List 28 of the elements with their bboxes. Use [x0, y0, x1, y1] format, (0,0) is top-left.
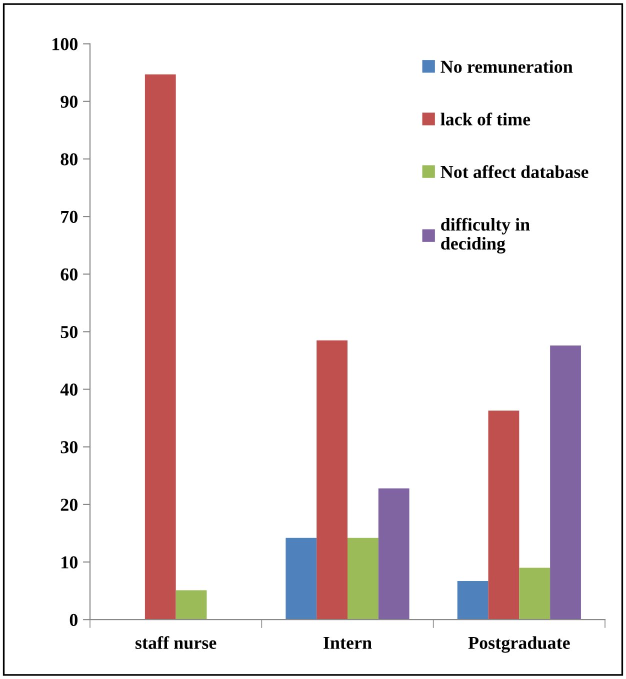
bar	[378, 488, 410, 620]
bar	[488, 410, 520, 620]
y-tick-label: 60	[60, 268, 78, 281]
bar	[348, 538, 378, 620]
y-tick-label: 30	[60, 441, 78, 454]
bar	[457, 581, 488, 620]
legend-label: Not affect database	[440, 165, 588, 178]
bar	[176, 590, 207, 620]
y-tick-label: 90	[60, 96, 78, 108]
y-tick-label: 50	[60, 326, 78, 338]
y-tick-label: 20	[60, 498, 78, 511]
legend-label: difficulty in deciding	[441, 218, 530, 254]
y-tick-label: 10	[62, 556, 78, 568]
bar	[144, 74, 176, 620]
bar	[550, 346, 581, 620]
x-tick-label: staff nurse	[136, 636, 216, 650]
y-tick-label: 40	[60, 384, 78, 396]
bar	[316, 340, 348, 620]
legend-label: No remuneration	[440, 60, 573, 73]
bar	[519, 568, 550, 620]
bar	[286, 538, 317, 620]
y-tick-label: 100	[52, 38, 78, 50]
x-tick-label: Postgraduate	[468, 636, 570, 653]
y-tick-label: 70	[61, 210, 78, 223]
y-tick-label: 80	[60, 153, 78, 166]
y-tick-label: 0	[70, 614, 78, 626]
legend-label: lack of time	[440, 112, 530, 126]
x-tick-label: Intern	[324, 636, 372, 649]
